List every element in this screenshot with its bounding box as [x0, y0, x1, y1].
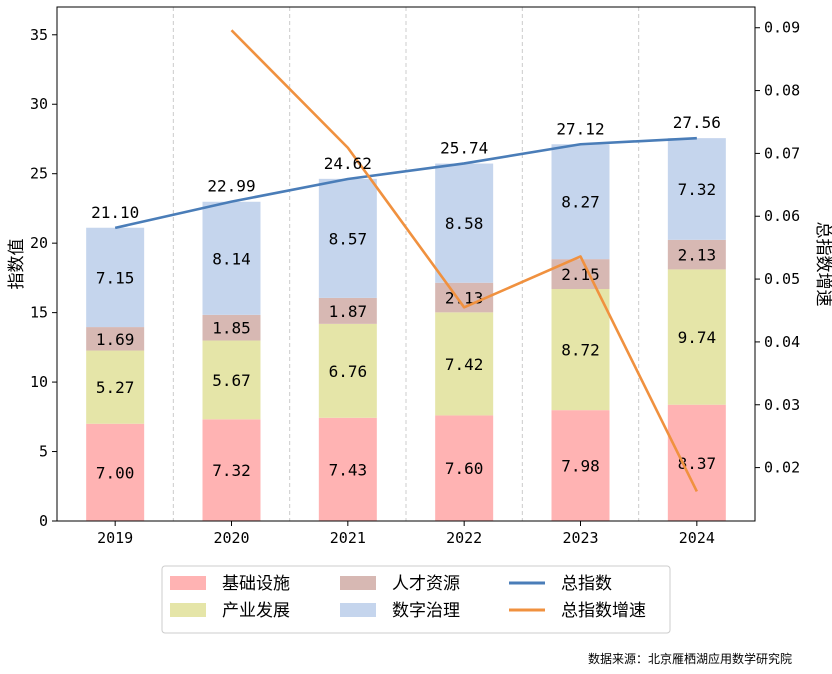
y-tick-label: 35 [30, 26, 48, 44]
segment-labels: 7.00 5.27 1.69 7.15 7.32 5.67 1.85 8.14 7.43 6.76… [96, 180, 716, 482]
bar-segment-label: 8.72 [561, 341, 600, 360]
x-tick-label: 2022 [446, 529, 482, 547]
bar-segment-label: 1.87 [329, 302, 368, 321]
bar-segment-label: 8.14 [212, 249, 251, 268]
bar-segment-label: 8.57 [329, 229, 368, 248]
bar-segment-label: 7.32 [678, 180, 717, 199]
y-axis-title: 指数值 [7, 239, 27, 290]
x-tick-label: 2023 [562, 529, 598, 547]
x-tick-label: 2024 [679, 529, 715, 547]
bar-segment [551, 289, 610, 411]
line-series-growth [230, 29, 698, 493]
bar-segment [435, 163, 494, 283]
legend-swatch [170, 603, 206, 617]
bar-segment-label: 2.13 [445, 289, 484, 308]
bar-segment [86, 327, 145, 351]
bar-segment-label: 9.74 [678, 328, 717, 347]
legend-label: 人才资源 [392, 574, 460, 594]
y2-axis-title: 总指数增速 [813, 222, 832, 307]
bar-segment-label: 1.85 [212, 319, 251, 338]
total-value-label: 21.10 [91, 203, 139, 222]
grid-lines [172, 7, 640, 521]
legend-swatch [340, 576, 376, 590]
legend-label: 产业发展 [222, 601, 290, 621]
legend-swatch [340, 603, 376, 617]
y-tick-label: 10 [30, 373, 48, 391]
y-tick-label: 15 [30, 304, 48, 322]
plot-frame [56, 6, 756, 522]
legend-label: 总指数 [561, 574, 612, 594]
bar-segment-label: 8.37 [678, 454, 717, 473]
bar-segment-label: 2.13 [678, 246, 717, 265]
total-value-label: 22.99 [207, 177, 255, 196]
bar-segment [435, 312, 494, 416]
y2-tick-label: 0.03 [764, 396, 800, 414]
total-value-label: 27.56 [673, 113, 721, 132]
bar-segment-label: 1.69 [96, 330, 135, 349]
y-tick-label: 25 [30, 165, 48, 183]
bar-segment-label: 7.98 [561, 457, 600, 476]
bar-segment [318, 417, 377, 521]
total-value-label: 25.74 [440, 138, 488, 157]
legend-label: 总指数增速 [561, 601, 646, 621]
bar-segment-label: 8.27 [561, 193, 600, 212]
bar-segment [667, 404, 726, 521]
line-series [114, 29, 698, 493]
total-labels: 21.10 22.99 24.62 25.74 27.12 27.56 [91, 113, 721, 222]
bar-segment [202, 419, 261, 521]
bar-segment-label: 8.58 [445, 214, 484, 233]
y-tick-label: 30 [30, 95, 48, 113]
bar-segment [667, 269, 726, 405]
bar-segment [202, 340, 261, 420]
bar-segment-label: 2.15 [561, 265, 600, 284]
bar-segment [551, 144, 610, 260]
bar-segment [86, 350, 145, 424]
bar-segment [551, 410, 610, 521]
stacked-bars [86, 138, 726, 521]
bar-segment [202, 201, 261, 315]
bar-segment-label: 7.00 [96, 463, 135, 482]
bar-segment-label: 7.15 [96, 268, 135, 287]
bar-segment-label: 7.42 [445, 355, 484, 374]
bar-segment [318, 323, 377, 418]
bar-segment [86, 423, 145, 521]
total-value-label: 27.12 [556, 119, 604, 138]
bar-segment [435, 415, 494, 521]
bar-segment [318, 178, 377, 298]
bar-segment-label: 7.60 [445, 459, 484, 478]
bar-segment [202, 314, 261, 341]
y2-tick-label: 0.09 [764, 19, 800, 37]
total-value-label: 24.62 [324, 154, 372, 173]
x-tick-label: 2019 [97, 529, 133, 547]
bar-segment-label: 7.43 [329, 460, 368, 479]
legend-label: 基础设施 [222, 574, 290, 594]
axes: 0 5 10 15 20 25 30 35 0.02 0.03 0.04 0.05 0.06 0.07 0.… [7, 6, 832, 547]
legend-label: 数字治理 [392, 601, 460, 621]
bar-segment [667, 239, 726, 270]
y2-tick-label: 0.06 [764, 207, 800, 225]
y2-tick-label: 0.02 [764, 459, 800, 477]
bar-segment-label: 7.32 [212, 461, 251, 480]
source-note: 数据来源：北京雁栖湖应用数学研究院 [588, 651, 792, 666]
y-tick-label: 0 [39, 512, 48, 530]
bar-segment-label: 6.76 [329, 362, 368, 381]
y2-tick-label: 0.04 [764, 333, 800, 351]
bar-segment-label: 5.67 [212, 371, 251, 390]
bar-segment [86, 227, 145, 328]
y2-tick-label: 0.05 [764, 270, 800, 288]
y-tick-label: 20 [30, 234, 48, 252]
bar-segment [318, 297, 377, 324]
bar-segment-label: 5.27 [96, 378, 135, 397]
bar-segment [667, 138, 726, 240]
x-tick-label: 2020 [213, 529, 249, 547]
legend-swatch [170, 576, 206, 590]
y-tick-label: 5 [39, 443, 48, 461]
y2-tick-label: 0.08 [764, 82, 800, 100]
x-tick-label: 2021 [330, 529, 366, 547]
y2-tick-label: 0.07 [764, 144, 800, 162]
line-series-total [114, 136, 697, 230]
